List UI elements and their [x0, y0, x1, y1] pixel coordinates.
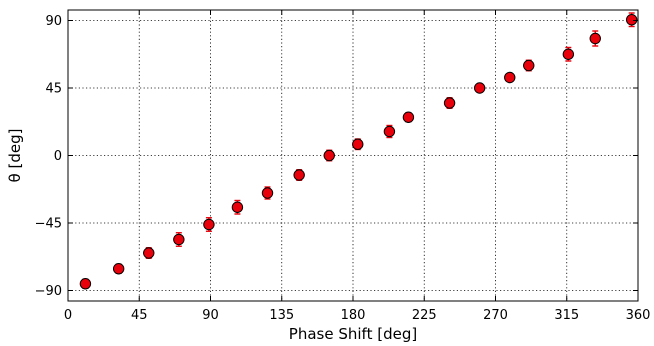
data-point [589, 32, 601, 45]
x-tick-label: 90 [202, 308, 219, 323]
data-point [173, 233, 185, 246]
data-point [293, 169, 305, 181]
y-tick-label: 90 [45, 14, 62, 29]
x-tick-label: 225 [412, 308, 437, 323]
data-point [352, 138, 364, 150]
error-bars [82, 12, 635, 289]
data-point [203, 218, 215, 231]
data-point [261, 187, 274, 199]
y-tick-label: 0 [54, 149, 62, 164]
data-point [231, 201, 244, 213]
data-point [504, 71, 516, 84]
x-tick-label: 0 [64, 308, 72, 323]
tick-marks [67, 10, 639, 301]
x-axis-label: Phase Shift [deg] [289, 325, 417, 343]
y-tick-label: −90 [35, 284, 62, 299]
x-tick-label: 270 [483, 308, 508, 323]
data-points [79, 14, 638, 290]
data-point [79, 278, 92, 290]
data-point [562, 48, 575, 60]
x-tick-label: 180 [341, 308, 366, 323]
data-point [443, 97, 456, 109]
data-point [473, 82, 486, 94]
x-tick-label: 135 [269, 308, 294, 323]
data-point [323, 149, 335, 162]
y-axis-label: θ [deg] [6, 129, 24, 183]
data-point [625, 14, 638, 26]
x-tick-label: 45 [131, 308, 148, 323]
y-tick-labels: −90 −45 0 45 90 [35, 14, 62, 299]
y-tick-label: 45 [45, 82, 62, 97]
data-point [383, 125, 396, 138]
data-point [402, 111, 415, 123]
y-tick-label: −45 [35, 217, 62, 232]
data-point [523, 59, 535, 72]
grid [68, 10, 638, 301]
x-tick-labels: 0 45 90 135 180 225 270 315 360 [64, 308, 651, 323]
data-point [143, 247, 155, 259]
x-tick-label: 360 [626, 308, 651, 323]
x-tick-label: 315 [554, 308, 579, 323]
data-point [112, 263, 125, 275]
